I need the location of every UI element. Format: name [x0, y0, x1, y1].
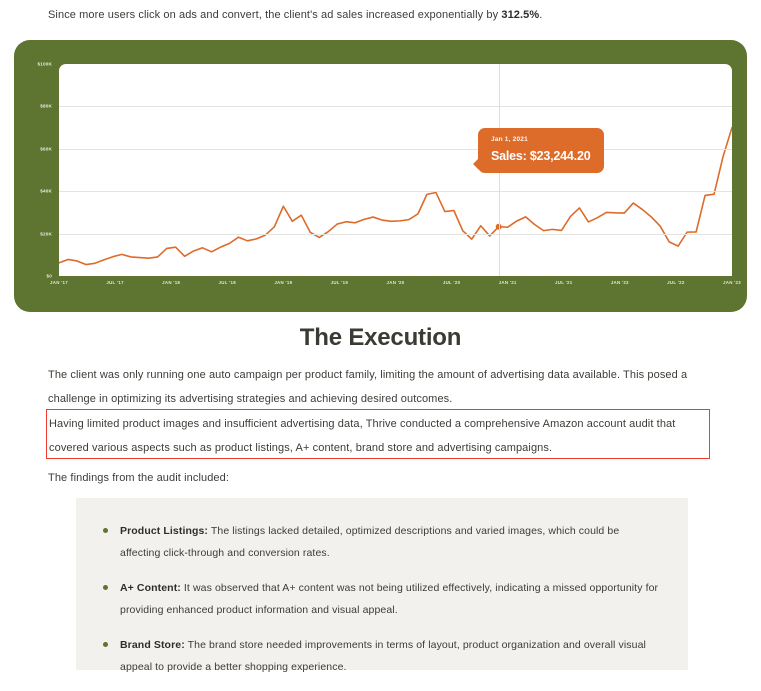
- paragraph-audit: Having limited product images and insuff…: [49, 418, 676, 454]
- list-item: A+ Content: It was observed that A+ cont…: [102, 577, 662, 621]
- finding-term: Brand Store:: [120, 639, 185, 651]
- x-axis-tick-label: JAN '23: [722, 280, 742, 285]
- finding-text: The listings lacked detailed, optimized …: [120, 525, 620, 559]
- finding-text: It was observed that A+ content was not …: [120, 582, 659, 616]
- tooltip-date: Jan 1, 2021: [491, 136, 528, 143]
- x-axis-tick-label: JUL '18: [218, 280, 236, 285]
- chart-tooltip: Jan 1, 2021 Sales: $23,244.20: [473, 128, 604, 173]
- chart-x-axis: JAN '17 JUL '17 JAN '18 JUL '18 JAN '19 JUL '…: [50, 280, 741, 292]
- page-title: The Execution: [299, 324, 462, 351]
- sales-line-series: [59, 64, 732, 276]
- tooltip-value: Sales: $23,244.20: [491, 149, 591, 163]
- paragraph-challenge: The client was only running one auto cam…: [48, 369, 688, 405]
- x-axis-tick-label: JAN '17: [49, 280, 69, 285]
- y-axis-tick-label: $80K: [40, 103, 52, 109]
- chart-plot-area[interactable]: [59, 64, 732, 276]
- x-axis-tick-label: JAN '20: [386, 280, 405, 285]
- findings-panel: Product Listings: The listings lacked de…: [76, 498, 688, 673]
- chart-gridline: [59, 106, 732, 108]
- list-item: Product Listings: The listings lacked de…: [102, 520, 662, 564]
- bullet-icon: [103, 528, 108, 533]
- intro-text-before: Since more users click on ads and conver…: [48, 9, 502, 21]
- sales-chart-card: $100K $80K $60K $40K $20K $0 JAN '17 JUL '17 JA…: [14, 40, 747, 312]
- intro-text-after: .: [539, 9, 543, 21]
- finding-term: A+ Content:: [120, 582, 181, 594]
- paragraph-findings-intro: The findings from the audit included:: [48, 472, 230, 484]
- y-axis-tick-label: $100K: [37, 61, 52, 67]
- x-axis-tick-label: JUL '19: [330, 280, 349, 285]
- y-axis-tick-label: $0: [46, 273, 52, 279]
- bullet-icon: [103, 585, 108, 590]
- highlight-annotation-box: [46, 409, 710, 459]
- x-axis-tick-label: JUL '21: [555, 280, 573, 285]
- y-axis-tick-label: $40K: [40, 188, 52, 194]
- intro-highlight-percent: 312.5%: [501, 9, 540, 21]
- chart-gridline: [59, 233, 732, 235]
- finding-text: The brand store needed improvements in t…: [120, 639, 646, 673]
- bullet-icon: [103, 642, 108, 647]
- x-axis-tick-label: JAN '21: [498, 280, 517, 285]
- x-axis-tick-label: JUL '17: [106, 280, 124, 285]
- y-axis-tick-label: $60K: [40, 146, 52, 152]
- chart-y-axis: $100K $80K $60K $40K $20K $0: [14, 61, 58, 279]
- x-axis-tick-label: JUL '22: [667, 280, 685, 285]
- chart-gridline: [59, 191, 732, 193]
- x-axis-tick-label: JUL '20: [442, 280, 461, 285]
- chart-gridline: [59, 148, 732, 150]
- list-item: Brand Store: The brand store needed impr…: [102, 634, 662, 678]
- x-axis-tick-label: JAN '22: [610, 280, 629, 285]
- x-axis-tick-label: JAN '18: [162, 280, 181, 285]
- x-axis-tick-label: JAN '19: [274, 280, 293, 285]
- intro-paragraph: Since more users click on ads and conver…: [48, 7, 728, 23]
- y-axis-tick-label: $20K: [40, 231, 52, 237]
- finding-term: Product Listings:: [120, 525, 209, 537]
